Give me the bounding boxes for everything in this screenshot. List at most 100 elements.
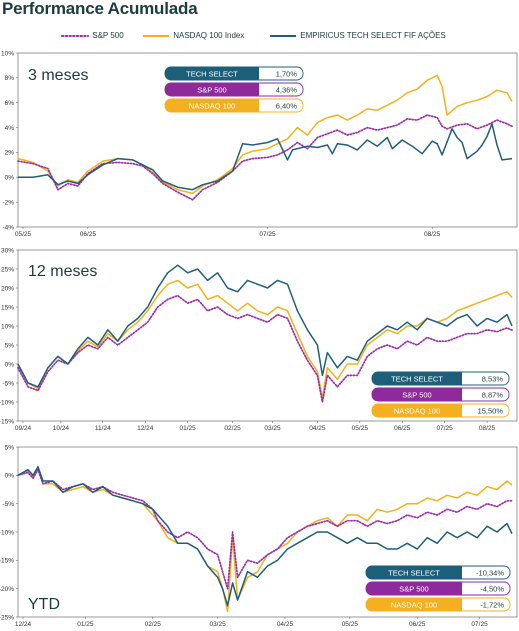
x-tick-label: 06/25 [409,621,426,628]
y-tick-label: -10% [0,529,14,536]
summary-box-label: NASDAQ 100 [394,406,440,415]
page-title: Performance Acumulada [2,0,198,18]
summary-box-nasdaq: NASDAQ 100 -1,72% [365,597,511,612]
summary-box-value: 4,36% [276,85,298,94]
x-tick-label: 03/25 [264,425,281,432]
y-tick-label: 2% [5,150,15,157]
x-tick-label: 12/24 [15,621,32,628]
x-tick-label: 07/25 [471,621,488,628]
y-tick-label: 5% [5,444,15,451]
summary-box-fill [366,598,462,611]
chart-panel-3: 5% 0% -5% -10% -15% -20% -25%12/24 01/25 02/25 03… [0,444,518,628]
summary-box-sp: S&P 500 4,36% [164,82,304,97]
x-tick-label: 05/25 [352,425,369,432]
legend-item-nasdaq: NASDAQ 100 Index [141,31,244,40]
summary-box-value: 6,40% [276,101,298,110]
y-tick-label: 0% [5,473,15,480]
y-tick-label: -4% [2,224,14,231]
summary-box-label: S&P 500 [402,390,431,399]
summary-box-value: 15,50% [478,406,504,415]
chart-panel-1: 10% 8% 6% 4% 2% 0% -2% -4%05/25 06/25 07/25 08/25 3… [1,50,518,238]
y-tick-label: 20% [1,285,14,292]
y-tick-label: -15% [0,418,14,425]
legend-swatch-nasdaq [143,34,169,37]
panel-period-label: YTD [28,596,60,613]
x-tick-label: 08/25 [479,425,496,432]
series-line-sp [17,114,513,201]
x-tick-label: 05/25 [342,621,359,628]
series-line-tech [17,466,513,607]
x-tick-label: 11/24 [95,425,111,432]
summary-box-sp: S&P 500 -4,50% [365,581,511,596]
x-tick-label: 07/25 [437,425,454,432]
y-tick-label: 25% [1,266,14,273]
summary-box-label: S&P 500 [197,85,226,94]
summary-box-value: 8,87% [482,390,504,399]
summary-box-fill [165,99,259,112]
legend-label-tech: EMPIRICUS TECH SELECT FIF AÇÕES [300,31,446,40]
chart-panel-2: 30% 25% 20% 15% 10% 5% 0% -5% -10% -15%09/24 10/24… [0,247,518,432]
y-tick-label: 6% [5,100,15,107]
summary-box-value: -4,50% [480,584,504,593]
x-tick-label: 01/25 [180,425,197,432]
x-tick-label: 04/25 [309,425,326,432]
y-tick-label: -2% [2,199,14,206]
x-tick-label: 07/25 [259,231,276,238]
x-tick-label: 01/25 [77,621,94,628]
y-tick-label: -20% [0,586,14,593]
y-tick-label: 5% [5,342,15,349]
x-tick-label: 12/24 [137,425,154,432]
x-tick-label: 03/25 [209,621,226,628]
summary-box-fill [372,388,462,401]
summary-box-value: -10,34% [476,568,504,577]
summary-box-tech: TECH SELECT 1,70% [164,66,304,81]
series-line-tech [17,264,513,388]
summary-box-fill [165,67,259,80]
series-line-sp [17,294,513,403]
y-tick-label: -5% [2,380,14,387]
x-tick-label: 09/24 [15,425,32,432]
summary-box-tech: TECH SELECT -10,34% [365,565,511,580]
legend-label-sp500: S&P 500 [92,31,124,40]
summary-box-label: S&P 500 [399,584,428,593]
summary-box-label: TECH SELECT [388,568,440,577]
summary-box-label: TECH SELECT [391,374,443,383]
summary-box-value: 1,70% [276,69,298,78]
summary-box-fill [165,83,259,96]
y-tick-label: 10% [1,50,14,57]
legend-item-tech: EMPIRICUS TECH SELECT FIF AÇÕES [268,31,446,40]
legend-swatch-sp500 [61,34,89,37]
summary-box-tech: TECH SELECT 8,53% [371,371,510,386]
summary-box-value: -1,72% [480,600,504,609]
legend-label-nasdaq: NASDAQ 100 Index [173,31,245,40]
x-tick-label: 06/25 [80,231,97,238]
series-line-nasdaq [17,74,513,195]
summary-box-label: NASDAQ 100 [391,600,437,609]
y-tick-label: 4% [5,125,15,132]
panel-period-label: 3 meses [28,67,88,84]
x-tick-label: 06/25 [394,425,411,432]
summary-box-value: 8,53% [482,374,504,383]
x-tick-label: 08/25 [424,231,441,238]
series-line-sp [17,468,513,590]
summary-box-label: TECH SELECT [186,69,238,78]
x-tick-label: 05/25 [15,231,32,238]
plot-frame [17,249,518,422]
chart-legend: S&P 500 NASDAQ 100 Index EMPIRICUS TECH … [0,31,519,47]
summary-box-fill [366,582,462,595]
x-tick-label: 02/25 [224,425,241,432]
x-tick-label: 10/24 [53,425,70,432]
y-tick-label: 10% [1,323,14,330]
y-tick-label: 30% [1,247,14,254]
summary-box-nasdaq: NASDAQ 100 6,40% [164,98,304,113]
y-tick-label: -5% [2,501,14,508]
summary-box-label: NASDAQ 100 [189,101,235,110]
y-tick-label: 0% [5,361,15,368]
y-tick-label: 0% [5,175,15,182]
summary-box-fill [372,372,462,385]
summary-box-fill [366,566,462,579]
series-line-tech [18,123,513,191]
y-tick-label: 8% [5,75,15,82]
